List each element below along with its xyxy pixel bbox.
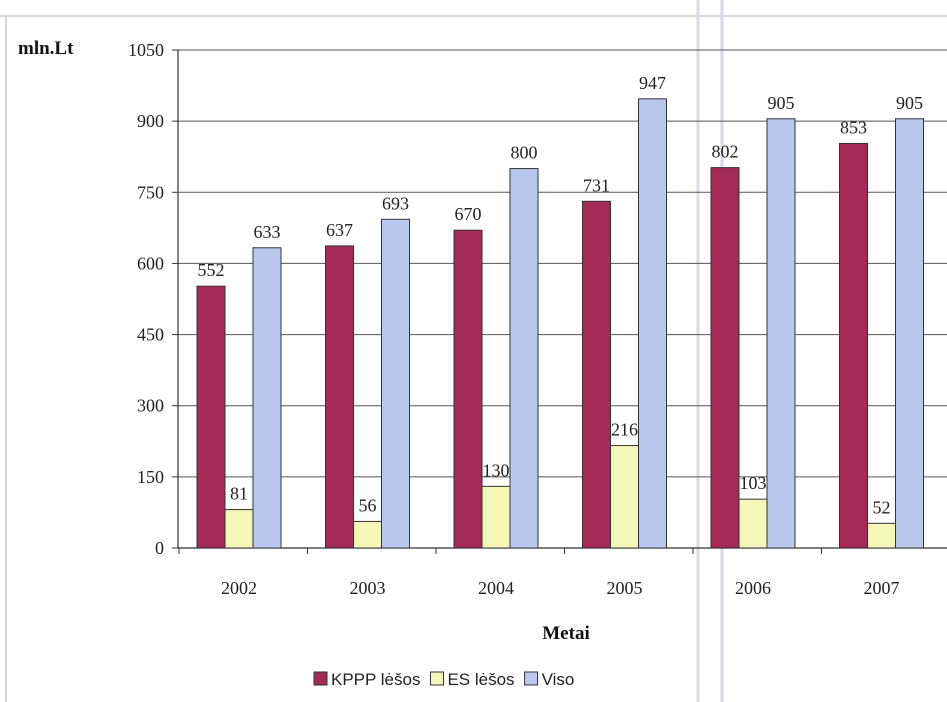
bar-viso-2004 <box>509 168 539 549</box>
legend-label: KPPP lėšos <box>331 670 420 689</box>
bar-viso-2007 <box>895 118 924 549</box>
data-label: 103 <box>740 473 767 493</box>
bar-viso-2003 <box>381 218 410 549</box>
bar-kppp-2002 <box>196 285 226 549</box>
x-tick-label: 2007 <box>864 578 900 598</box>
bar-es-2005 <box>610 445 639 549</box>
y-axis-title: mln.Lt <box>18 38 74 59</box>
data-label: 552 <box>198 260 225 280</box>
gridlines <box>178 49 947 478</box>
y-tick-label: 600 <box>137 253 164 273</box>
data-label: 637 <box>326 220 353 240</box>
data-label: 52 <box>873 497 891 517</box>
data-label: 905 <box>896 93 923 113</box>
data-label: 81 <box>230 484 248 504</box>
bar-viso-2002 <box>252 247 282 549</box>
data-labels: 552 81 633 637 56 693 670 130 800 731 216 947 802 103… <box>198 73 924 517</box>
y-tick-label: 900 <box>137 111 164 131</box>
axes: 0 150 300 450 600 750 900 1050 2002 2003 2004 2005 2… <box>128 40 947 598</box>
data-label: 947 <box>639 73 666 93</box>
bar-es-2003 <box>353 520 382 549</box>
data-label: 731 <box>583 175 610 195</box>
bar-viso-2006 <box>766 118 796 549</box>
data-label: 216 <box>611 420 638 440</box>
data-label: 905 <box>768 93 795 113</box>
bar-es-2007 <box>867 522 896 549</box>
y-tick-label: 300 <box>137 396 164 416</box>
bar-kppp-2007 <box>839 142 868 549</box>
x-tick-label: 2004 <box>478 578 514 598</box>
data-label: 633 <box>254 222 281 242</box>
legend-swatch <box>429 671 444 686</box>
x-tick-label: 2006 <box>735 578 771 598</box>
bar-kppp-2003 <box>325 245 354 549</box>
y-tick-label: 150 <box>137 467 164 487</box>
bar-es-2006 <box>738 498 768 549</box>
y-tick-label: 450 <box>137 325 164 345</box>
data-label: 800 <box>511 143 538 163</box>
bar-viso-2005 <box>638 98 667 549</box>
bar-kppp-2004 <box>453 229 483 549</box>
x-axis-title: Metai <box>542 623 589 644</box>
legend-label: Viso <box>542 670 575 689</box>
data-label: 802 <box>712 142 739 162</box>
y-tick-label: 750 <box>137 182 164 202</box>
bar-kppp-2005 <box>582 200 611 549</box>
x-tick-label: 2005 <box>607 578 643 598</box>
x-tick-label: 2002 <box>221 578 257 598</box>
data-label: 130 <box>483 460 510 480</box>
data-label: 56 <box>359 495 377 515</box>
legend-swatch <box>524 671 539 686</box>
bars <box>196 98 924 549</box>
data-label: 670 <box>455 204 482 224</box>
bar-es-2004 <box>481 485 511 549</box>
y-tick-label: 0 <box>155 538 164 558</box>
data-label: 693 <box>382 193 409 213</box>
bar-es-2002 <box>224 509 254 549</box>
bar-kppp-2006 <box>710 167 740 549</box>
x-tick-label: 2003 <box>350 578 386 598</box>
data-label: 853 <box>840 117 867 137</box>
legend: KPPP lėšos ES lėšos Viso <box>313 670 575 689</box>
y-tick-label: 1050 <box>128 40 164 60</box>
legend-swatch <box>313 671 328 686</box>
legend-label: ES lėšos <box>447 670 514 689</box>
